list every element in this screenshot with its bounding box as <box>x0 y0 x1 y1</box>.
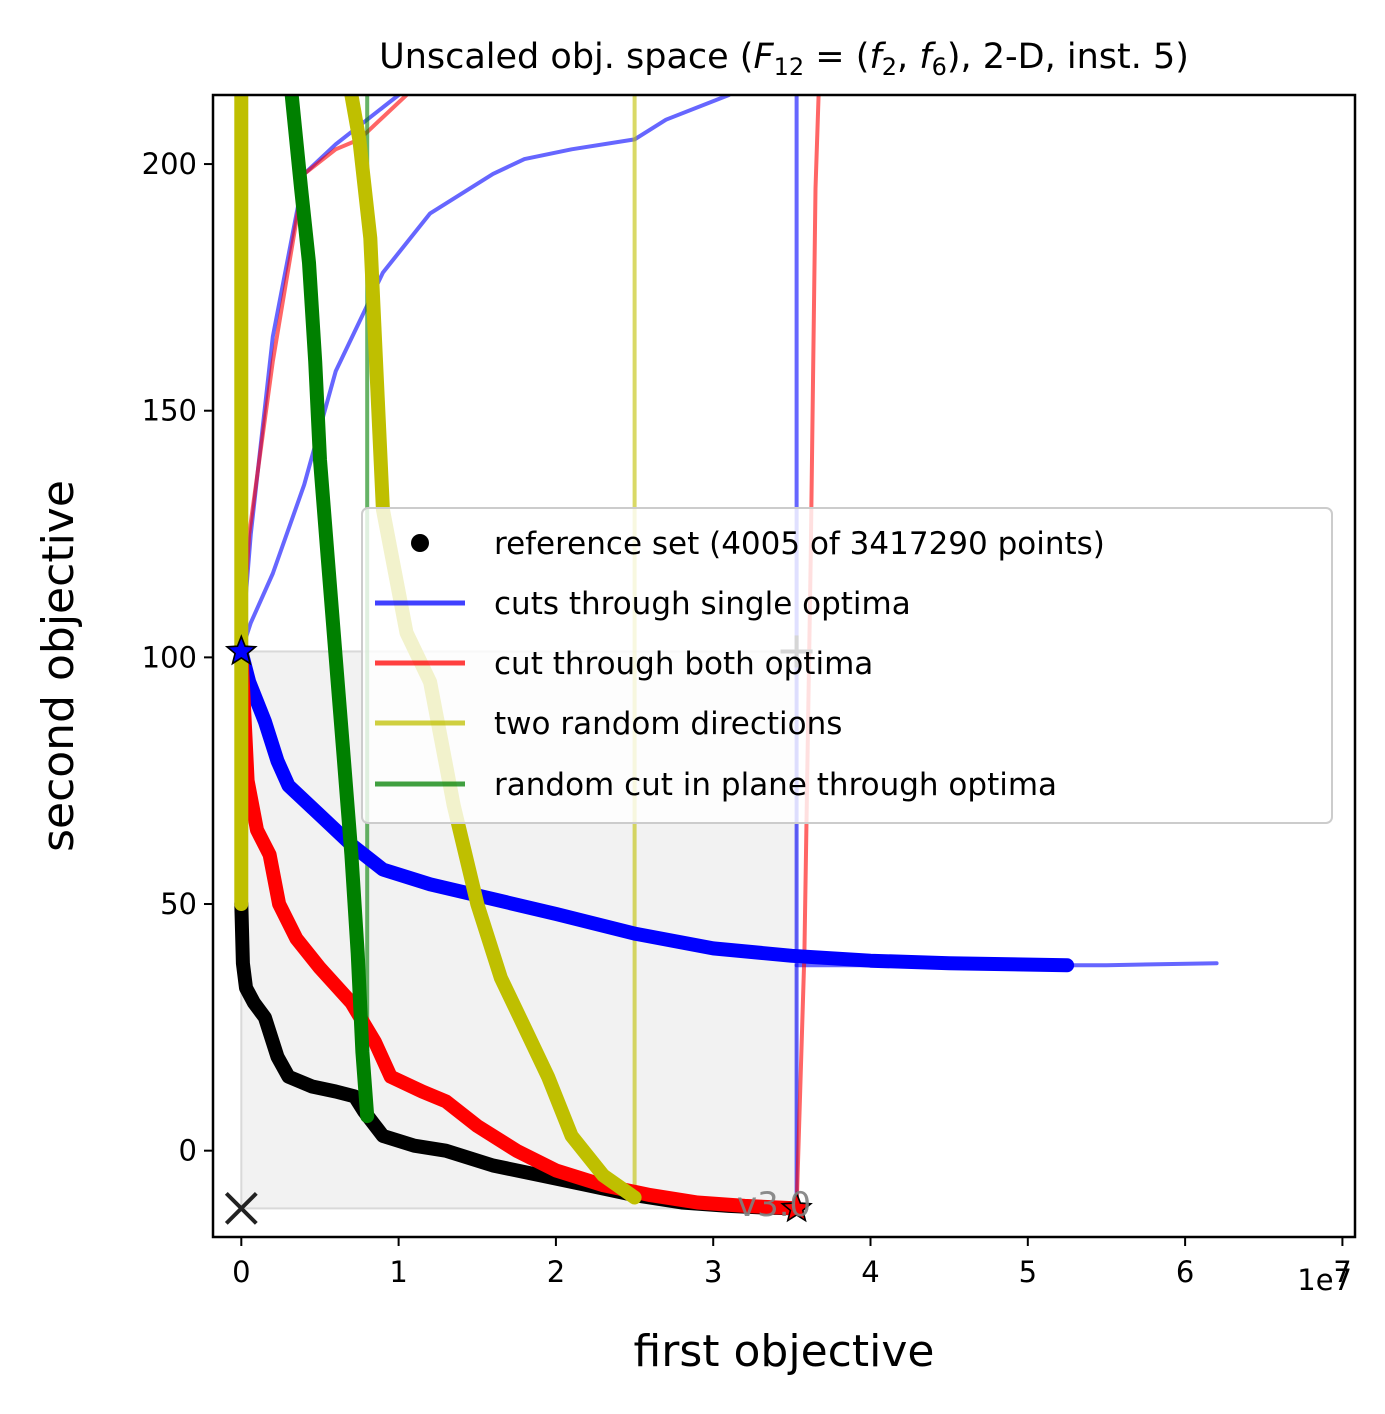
front-line-1 <box>234 644 1075 973</box>
optimum-star-1 <box>780 1191 813 1223</box>
front-line-4 <box>344 95 642 1205</box>
chart-title: Unscaled obj. space (F12 = (f2, f6), 2-D… <box>379 37 1189 81</box>
y-axis-label: second objective <box>33 480 84 852</box>
legend-label-1: cuts through single optima <box>494 586 911 622</box>
x-tick-label: 3 <box>704 1255 722 1289</box>
x-axis-ticks: 0 1 2 3 4 5 6 7 <box>232 1237 1352 1289</box>
x-tick-label: 4 <box>861 1255 879 1289</box>
legend-marker-0 <box>411 534 429 552</box>
y-tick-label: 150 <box>142 394 197 428</box>
x-tick-label: 0 <box>232 1255 250 1289</box>
x-tick-label: 2 <box>547 1255 565 1289</box>
x-tick-label: 7 <box>1333 1255 1351 1289</box>
y-tick-label: 50 <box>160 887 197 921</box>
optimum-star-0 <box>224 634 258 666</box>
x-offset-label: 1e7 <box>1297 1263 1352 1297</box>
plot-frame <box>211 93 1357 1239</box>
front-lines-layer <box>234 95 1075 1216</box>
legend-label-2: cut through both optima <box>494 646 873 682</box>
legend-box <box>361 507 1333 824</box>
legend-label-0: reference set (4005 of 3417290 points) <box>494 526 1105 562</box>
front-line-5 <box>284 95 375 1124</box>
y-tick-label: 0 <box>179 1134 197 1168</box>
legend: reference set (4005 of 3417290 points) cu… <box>361 507 1333 824</box>
legend-label-3: two random directions <box>494 706 842 742</box>
y-axis-ticks: 0 50 100 150 200 <box>142 147 213 1168</box>
watermark: v3.0 <box>737 1185 811 1225</box>
y-tick-label: 200 <box>142 147 197 181</box>
x-axis-label: first objective <box>634 1326 935 1377</box>
x-tick-label: 5 <box>1019 1255 1037 1289</box>
x-tick-label: 1 <box>389 1255 407 1289</box>
y-tick-label: 100 <box>142 640 197 674</box>
ideal-point-marker <box>224 1191 258 1225</box>
legend-label-4: random cut in plane through optima <box>494 767 1057 803</box>
x-tick-label: 6 <box>1176 1255 1194 1289</box>
front-line-2 <box>234 644 804 1216</box>
